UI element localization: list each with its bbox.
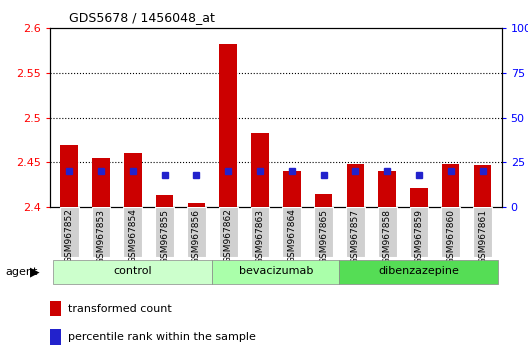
- Bar: [187, 207, 206, 257]
- Bar: [92, 207, 110, 257]
- Text: percentile rank within the sample: percentile rank within the sample: [68, 332, 256, 342]
- Bar: [155, 207, 174, 257]
- Bar: [314, 207, 333, 257]
- Bar: [410, 188, 428, 207]
- Bar: [251, 207, 269, 257]
- Text: GSM967860: GSM967860: [446, 209, 455, 264]
- Bar: [251, 133, 269, 207]
- Bar: [60, 207, 79, 257]
- Bar: [283, 171, 300, 207]
- Bar: [346, 207, 365, 257]
- Text: GSM967855: GSM967855: [160, 209, 169, 264]
- Bar: [156, 195, 173, 207]
- Text: GSM967862: GSM967862: [224, 209, 233, 263]
- Bar: [473, 207, 492, 257]
- Text: ▶: ▶: [30, 266, 40, 278]
- Bar: [61, 144, 78, 207]
- Bar: [212, 260, 340, 284]
- Bar: [442, 164, 459, 207]
- Bar: [219, 207, 238, 257]
- Text: GSM967864: GSM967864: [287, 209, 296, 263]
- Text: GDS5678 / 1456048_at: GDS5678 / 1456048_at: [69, 11, 214, 24]
- Bar: [124, 153, 142, 207]
- Text: GSM967859: GSM967859: [414, 209, 423, 264]
- Bar: [220, 44, 237, 207]
- Bar: [50, 301, 61, 316]
- Bar: [379, 171, 396, 207]
- Bar: [378, 207, 397, 257]
- Text: GSM967853: GSM967853: [97, 209, 106, 264]
- Text: transformed count: transformed count: [68, 303, 172, 314]
- Text: GSM967856: GSM967856: [192, 209, 201, 264]
- Text: GSM967863: GSM967863: [256, 209, 265, 264]
- Text: dibenzazepine: dibenzazepine: [379, 266, 459, 276]
- Bar: [410, 207, 428, 257]
- Text: GSM967852: GSM967852: [65, 209, 74, 263]
- Bar: [50, 329, 61, 345]
- Bar: [282, 207, 301, 257]
- Text: GSM967854: GSM967854: [128, 209, 137, 263]
- Bar: [92, 158, 110, 207]
- Text: GSM967865: GSM967865: [319, 209, 328, 264]
- Bar: [474, 165, 491, 207]
- Bar: [124, 207, 142, 257]
- Bar: [187, 202, 205, 207]
- Bar: [340, 260, 498, 284]
- Text: control: control: [114, 266, 152, 276]
- Bar: [53, 260, 212, 284]
- Text: GSM967858: GSM967858: [383, 209, 392, 264]
- Text: GSM967857: GSM967857: [351, 209, 360, 264]
- Bar: [441, 207, 460, 257]
- Bar: [315, 194, 332, 207]
- Text: bevacizumab: bevacizumab: [239, 266, 313, 276]
- Bar: [346, 164, 364, 207]
- Text: agent: agent: [5, 267, 37, 277]
- Text: GSM967861: GSM967861: [478, 209, 487, 264]
